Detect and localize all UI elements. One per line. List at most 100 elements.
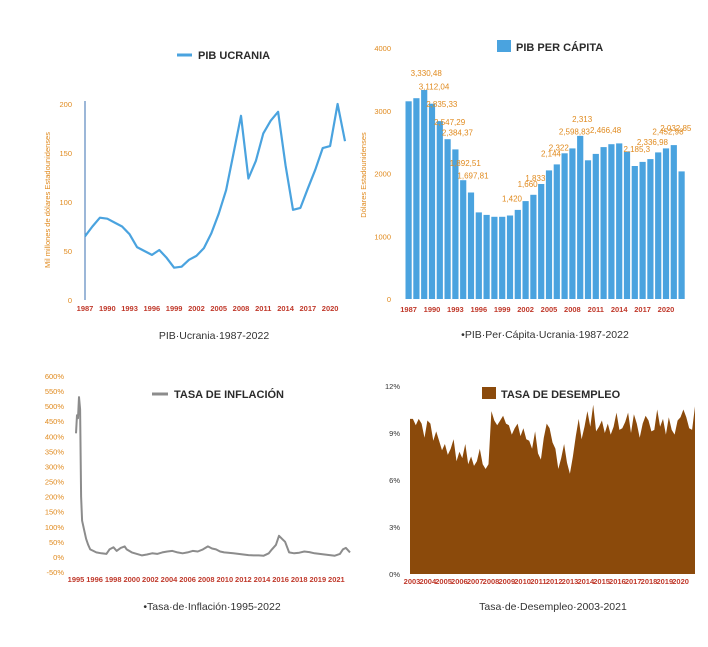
gdp-chart-title: PIB UCRANIA [198,50,270,62]
gdp-per-capita-bar [592,153,599,299]
gdp-per-capita-bar [444,139,451,299]
gdp-per-capita-x-tick-label: 2017 [634,305,651,314]
gdp-per-capita-bar [584,160,592,299]
gdp-per-capita-chart-caption: •PIB·Per·Cápita·Ucrania·1987-2022 [461,329,629,341]
gdp-y-axis-label: Mil millones de dólares Estadounidenses [43,132,52,268]
gdp-per-capita-bar [647,159,654,299]
gdp-per-capita-y-tick-label: 2000 [374,170,391,179]
gdp-per-capita-bar [452,149,459,299]
gdp-per-capita-y-tick-label: 4000 [374,44,391,53]
gdp-per-capita-bar [569,148,576,299]
gdp-per-capita-bar [670,145,677,299]
gdp-y-tick-label: 150 [59,149,72,158]
gdp-per-capita-bar [600,147,607,299]
unemployment-y-tick-label: 3% [389,523,400,532]
gdp-per-capita-bar [475,212,482,299]
gdp-per-capita-data-label: 1,892,51 [450,159,482,168]
gdp-per-capita-x-tick-label: 2011 [588,305,604,314]
gdp-per-capita-bar [514,209,521,299]
gdp-per-capita-bar [413,98,420,299]
unemployment-x-tick-label: 2020 [672,577,689,586]
gdp-per-capita-data-label: 2,384,37 [442,128,474,137]
gdp-y-tick-label: 50 [64,247,72,256]
inflation-x-tick-label: 2018 [291,575,308,584]
inflation-y-tick-label: 150% [45,508,65,517]
unemployment-x-tick-label: 2003 [404,577,421,586]
unemployment-x-tick-label: 2018 [641,577,658,586]
inflation-y-tick-label: 400% [45,432,65,441]
gdp-per-capita-bar [421,90,428,299]
gdp-per-capita-data-label: 1,660 [518,180,539,189]
gdp-x-tick-label: 2002 [188,304,205,313]
gdp-per-capita-x-tick-label: 1990 [424,305,441,314]
gdp-chart: PIB UCRANIA Mil millones de dólares Esta… [43,50,347,342]
gdp-per-capita-bar [655,152,662,299]
gdp-x-tick-label: 2005 [210,304,227,313]
inflation-x-tick-label: 1998 [105,575,122,584]
gdp-per-capita-x-tick-label: 1999 [494,305,511,314]
inflation-x-tick-label: 2006 [179,575,196,584]
unemployment-area [410,404,695,574]
gdp-per-capita-bar [623,151,631,299]
gdp-y-tick-label: 0 [68,296,72,305]
gdp-x-tick-label: 1987 [77,304,94,313]
inflation-y-tick-label: 0% [53,553,64,562]
gdp-per-capita-data-label: 2,466,48 [590,126,622,135]
inflation-chart-caption: •Tasa·de·Inflación·1995-2022 [143,601,281,613]
gdp-per-capita-chart-title: PIB PER CÁPITA [516,41,603,54]
gdp-per-capita-x-tick-label: 2008 [564,305,581,314]
gdp-per-capita-bar [561,153,568,299]
gdp-per-capita-data-label: 3,330,48 [411,69,443,78]
gdp-per-capita-legend-swatch [497,40,511,52]
gdp-per-capita-data-label: 2,336,98 [637,138,669,147]
unemployment-legend-swatch [482,387,496,399]
gdp-x-tick-label: 2017 [300,304,317,313]
gdp-per-capita-bar [577,135,584,299]
inflation-x-tick-label: 2010 [216,575,233,584]
gdp-per-capita-y-axis-label: Dólares Estadounidenses [359,132,368,218]
gdp-per-capita-x-tick-label: 1987 [400,305,417,314]
gdp-per-capita-bar [483,214,490,299]
inflation-y-tick-label: 500% [45,402,65,411]
unemployment-chart-caption: Tasa·de·Desempleo·2003-2021 [479,601,627,613]
gdp-per-capita-data-label: 3,112,04 [419,83,450,92]
gdp-series-line [84,102,347,269]
inflation-y-tick-label: 250% [45,478,65,487]
gdp-per-capita-chart: PIB PER CÁPITA Dólares Estadounidenses 0… [359,40,692,341]
unemployment-x-tick-label: 2008 [483,577,500,586]
gdp-per-capita-bar [522,201,529,299]
unemployment-x-tick-label: 2010 [514,577,531,586]
unemployment-y-tick-label: 12% [385,382,400,391]
inflation-y-tick-label: -50% [46,568,64,577]
gdp-per-capita-bar [436,121,443,299]
gdp-per-capita-y-tick-label: 3000 [374,107,391,116]
gdp-per-capita-y-tick-label: 0 [387,295,391,304]
unemployment-x-tick-label: 2015 [593,577,610,586]
gdp-x-tick-label: 2020 [322,304,339,313]
gdp-per-capita-bar [538,184,545,299]
inflation-x-tick-label: 2021 [328,575,345,584]
unemployment-y-tick-label: 9% [389,429,400,438]
gdp-per-capita-bar [553,164,560,299]
gdp-per-capita-data-label: 2,185,3 [623,145,650,154]
gdp-per-capita-bar [460,180,467,299]
inflation-x-tick-label: 1996 [86,575,103,584]
gdp-per-capita-data-label: 2,452,98 [652,127,684,136]
gdp-x-tick-label: 1996 [144,304,161,313]
gdp-x-tick-label: 1999 [166,304,183,313]
inflation-chart-title: TASA DE INFLACIÓN [174,388,284,401]
gdp-per-capita-bar [405,101,412,299]
gdp-per-capita-bar [467,192,475,299]
unemployment-chart: TASA DE DESEMPLEO 0%3%6%9%12% 2003 2004 20… [385,382,695,613]
gdp-per-capita-data-label: 1,697,81 [457,171,489,180]
gdp-per-capita-data-label: 1,833 [525,174,546,183]
unemployment-x-tick-label: 2017 [625,577,642,586]
unemployment-y-tick-label: 0% [389,570,400,579]
inflation-y-tick-label: 600% [45,372,65,381]
unemployment-x-tick-label: 2011 [530,577,546,586]
gdp-per-capita-x-tick-label: 1996 [470,305,487,314]
gdp-per-capita-data-label: 2,835,33 [426,100,458,109]
inflation-x-tick-label: 1995 [68,575,85,584]
unemployment-x-tick-label: 2005 [435,577,452,586]
gdp-per-capita-bar [499,216,506,299]
